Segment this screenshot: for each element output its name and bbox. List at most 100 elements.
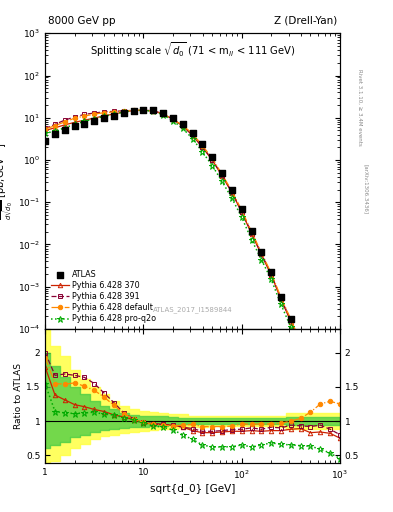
Pythia 6.428 391 [151,108,156,114]
Pythia 6.428 370 [161,111,165,117]
Pythia 6.428 default [62,119,67,125]
Pythia 6.428 391 [92,110,97,116]
ATLAS [327,412,333,420]
ATLAS [258,247,264,255]
Pythia 6.428 370 [62,122,67,128]
ATLAS [52,130,58,138]
Pythia 6.428 pro-q2o [161,112,165,118]
Pythia 6.428 370 [190,133,195,139]
Pythia 6.428 default [171,116,175,122]
Pythia 6.428 370 [92,115,97,121]
Pythia 6.428 pro-q2o [298,349,303,355]
ATLAS [239,205,245,214]
Pythia 6.428 default [112,109,116,115]
Pythia 6.428 391 [161,111,165,117]
Pythia 6.428 pro-q2o [239,214,244,220]
Pythia 6.428 391 [53,121,57,127]
ATLAS [101,114,107,122]
Pythia 6.428 370 [220,173,224,179]
Pythia 6.428 391 [62,117,67,123]
Line: Pythia 6.428 pro-q2o: Pythia 6.428 pro-q2o [42,107,343,461]
Pythia 6.428 370 [338,445,342,451]
Pythia 6.428 370 [151,108,156,114]
Pythia 6.428 pro-q2o [62,125,67,131]
Pythia 6.428 default [328,409,332,415]
Pythia 6.428 pro-q2o [338,455,342,461]
Pythia 6.428 370 [298,343,303,349]
Pythia 6.428 370 [249,230,254,237]
Pythia 6.428 391 [102,109,107,115]
Pythia 6.428 default [279,294,283,301]
Pythia 6.428 370 [269,272,274,278]
Pythia 6.428 370 [279,296,283,303]
Pythia 6.428 pro-q2o [328,425,332,431]
Pythia 6.428 370 [259,251,264,258]
Pythia 6.428 pro-q2o [230,195,234,201]
Y-axis label: Ratio to ATLAS: Ratio to ATLAS [14,363,23,429]
X-axis label: sqrt{d_0} [GeV]: sqrt{d_0} [GeV] [150,483,235,494]
ATLAS [337,439,343,447]
ATLAS [91,117,97,125]
Pythia 6.428 default [259,249,264,255]
Pythia 6.428 default [72,115,77,121]
ATLAS [288,315,294,323]
Pythia 6.428 370 [112,111,116,117]
Pythia 6.428 pro-q2o [210,162,215,168]
Pythia 6.428 default [102,110,107,116]
Pythia 6.428 default [338,436,342,442]
ATLAS [268,268,274,276]
Pythia 6.428 370 [102,113,107,119]
Text: Splitting scale $\sqrt{d_0}$ (71 < m$_{ll}$ < 111 GeV): Splitting scale $\sqrt{d_0}$ (71 < m$_{l… [90,40,296,59]
Pythia 6.428 default [141,107,146,113]
Pythia 6.428 default [190,131,195,137]
Text: Rivet 3.1.10, ≥ 3.4M events: Rivet 3.1.10, ≥ 3.4M events [357,69,362,146]
Pythia 6.428 pro-q2o [92,116,97,122]
Pythia 6.428 pro-q2o [53,128,57,134]
ATLAS [180,120,186,129]
ATLAS [298,339,304,348]
Pythia 6.428 370 [318,392,323,398]
Pythia 6.428 370 [288,318,293,325]
ATLAS [278,293,284,301]
Line: Pythia 6.428 370: Pythia 6.428 370 [43,108,342,451]
Pythia 6.428 370 [210,157,215,163]
ATLAS [140,105,147,114]
Pythia 6.428 default [318,385,323,391]
Pythia 6.428 pro-q2o [190,136,195,142]
Pythia 6.428 370 [72,119,77,125]
ATLAS [199,140,206,148]
Pythia 6.428 391 [171,116,175,122]
Pythia 6.428 391 [328,416,332,422]
Pythia 6.428 391 [288,317,293,324]
ATLAS [170,114,176,122]
ATLAS [150,106,156,114]
Pythia 6.428 370 [53,125,57,131]
Pythia 6.428 391 [220,173,224,179]
Pythia 6.428 391 [190,132,195,138]
Text: [arXiv:1306.3436]: [arXiv:1306.3436] [363,164,368,215]
Pythia 6.428 370 [180,123,185,129]
Pythia 6.428 391 [141,107,146,113]
Pythia 6.428 default [230,188,234,194]
ATLAS [307,364,314,372]
Pythia 6.428 default [288,316,293,322]
ATLAS [72,122,78,131]
Text: 8000 GeV pp: 8000 GeV pp [48,16,116,26]
Pythia 6.428 default [53,122,57,129]
Pythia 6.428 pro-q2o [318,399,323,405]
ATLAS [42,137,48,145]
Text: Z (Drell-Yan): Z (Drell-Yan) [274,16,337,26]
Pythia 6.428 391 [239,208,244,215]
Pythia 6.428 pro-q2o [308,373,313,379]
Pythia 6.428 391 [269,271,274,277]
Legend: ATLAS, Pythia 6.428 370, Pythia 6.428 391, Pythia 6.428 default, Pythia 6.428 pr: ATLAS, Pythia 6.428 370, Pythia 6.428 39… [49,269,158,325]
Pythia 6.428 default [269,270,274,276]
Pythia 6.428 391 [249,230,254,236]
Pythia 6.428 default [161,111,165,117]
Pythia 6.428 pro-q2o [288,324,293,330]
Pythia 6.428 370 [141,107,146,113]
Pythia 6.428 pro-q2o [220,178,224,184]
Pythia 6.428 default [121,108,126,114]
Pythia 6.428 370 [328,417,332,423]
ATLAS [121,109,127,117]
